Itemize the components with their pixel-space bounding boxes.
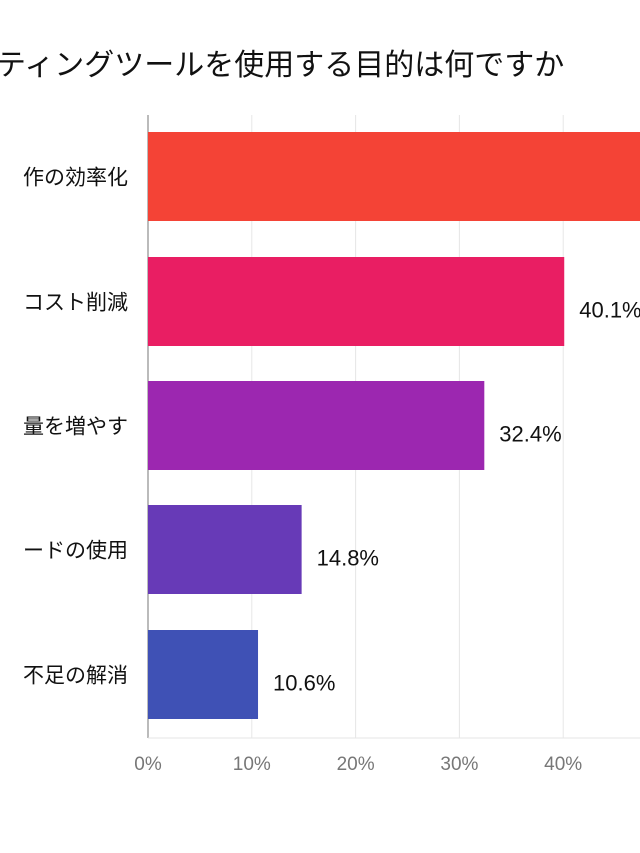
x-tick-label: 20%	[337, 754, 375, 775]
chart-title: ティングツールを使用する目的は何ですか	[0, 48, 565, 83]
x-tick-label: 10%	[233, 754, 271, 775]
category-label: 不足の解消	[23, 664, 128, 688]
x-tick-label: 0%	[134, 754, 162, 775]
bar	[148, 381, 485, 470]
data-label: 10.6%	[273, 671, 335, 696]
bar	[148, 630, 259, 719]
data-label: 40.1%	[579, 298, 640, 323]
bar	[148, 505, 302, 594]
category-label: 作の効率化	[23, 166, 128, 190]
bar	[148, 257, 565, 346]
x-tick-label: 30%	[440, 754, 478, 775]
bar	[148, 132, 640, 221]
data-label: 32.4%	[499, 422, 561, 447]
data-label: 14.8%	[317, 546, 379, 571]
category-label: ードの使用	[23, 539, 128, 563]
category-label: 量を増やす	[23, 415, 128, 439]
category-label: コスト削減	[23, 291, 128, 315]
x-tick-label: 40%	[544, 754, 582, 775]
